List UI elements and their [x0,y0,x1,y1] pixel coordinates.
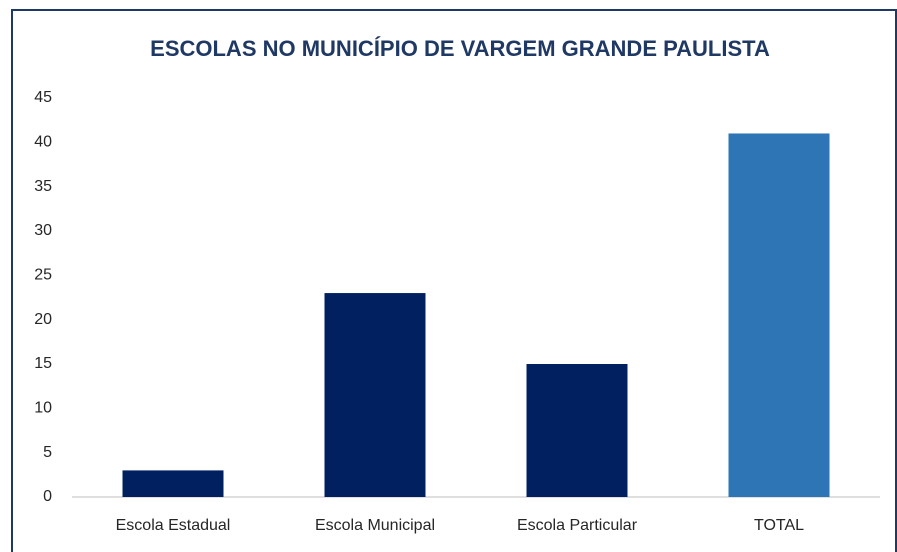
y-tick-label: 20 [34,311,52,328]
bar [526,364,628,497]
y-tick-label: 35 [34,178,52,195]
chart-title: ESCOLAS NO MUNICÍPIO DE VARGEM GRANDE PA… [150,36,770,61]
bar [122,470,224,497]
y-tick-label: 30 [34,222,52,239]
y-tick-label: 15 [34,355,52,372]
y-tick-label: 0 [43,488,52,505]
x-tick-label: TOTAL [754,517,804,534]
bar [324,293,426,497]
x-tick-label: Escola Particular [517,517,638,534]
x-tick-label: Escola Municipal [315,517,435,534]
y-tick-label: 25 [34,267,52,284]
bar [728,133,830,497]
y-tick-label: 45 [34,89,52,106]
y-tick-label: 10 [34,400,52,417]
y-tick-label: 5 [43,444,52,461]
x-tick-label: Escola Estadual [116,517,231,534]
y-tick-label: 40 [34,134,52,151]
